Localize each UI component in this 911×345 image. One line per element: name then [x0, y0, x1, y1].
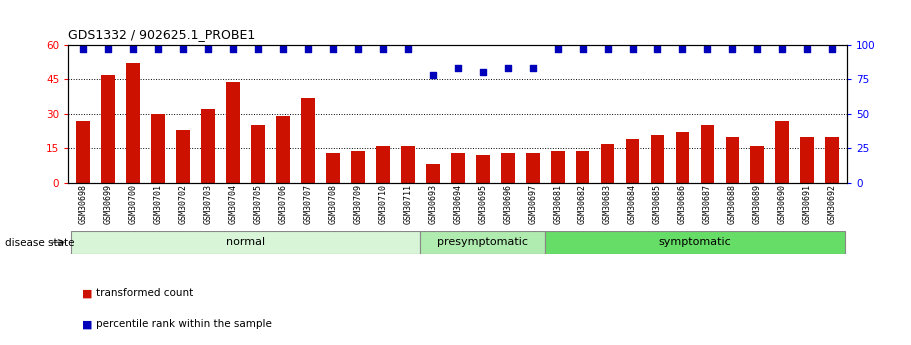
- Bar: [326, 153, 340, 183]
- Bar: [451, 153, 465, 183]
- Bar: [626, 139, 640, 183]
- Bar: [426, 165, 440, 183]
- Bar: [650, 135, 664, 183]
- Text: ■: ■: [82, 288, 93, 298]
- Point: [500, 65, 515, 71]
- Text: presymptomatic: presymptomatic: [437, 237, 528, 247]
- Point: [675, 47, 690, 52]
- Bar: [71, 231, 420, 254]
- Point: [375, 47, 390, 52]
- Bar: [476, 155, 489, 183]
- Point: [600, 47, 615, 52]
- Point: [450, 65, 465, 71]
- Point: [750, 47, 764, 52]
- Bar: [77, 121, 90, 183]
- Point: [625, 47, 640, 52]
- Bar: [251, 125, 265, 183]
- Bar: [751, 146, 764, 183]
- Bar: [401, 146, 415, 183]
- Point: [126, 47, 140, 52]
- Point: [325, 47, 340, 52]
- Bar: [551, 151, 565, 183]
- Text: percentile rank within the sample: percentile rank within the sample: [96, 319, 271, 329]
- Bar: [775, 121, 789, 183]
- Point: [800, 47, 814, 52]
- Bar: [226, 82, 240, 183]
- Point: [425, 72, 440, 78]
- Point: [476, 70, 490, 75]
- Bar: [600, 144, 614, 183]
- Text: normal: normal: [226, 237, 265, 247]
- Point: [151, 47, 166, 52]
- Point: [725, 47, 740, 52]
- Bar: [701, 125, 714, 183]
- Bar: [545, 231, 844, 254]
- Bar: [576, 151, 589, 183]
- Point: [825, 47, 840, 52]
- Bar: [151, 114, 165, 183]
- Point: [550, 47, 565, 52]
- Point: [276, 47, 291, 52]
- Point: [576, 47, 590, 52]
- Bar: [276, 116, 290, 183]
- Point: [251, 47, 265, 52]
- Text: GDS1332 / 902625.1_PROBE1: GDS1332 / 902625.1_PROBE1: [68, 28, 256, 41]
- Point: [526, 65, 540, 71]
- Text: transformed count: transformed count: [96, 288, 193, 298]
- Bar: [177, 130, 190, 183]
- Point: [775, 47, 790, 52]
- Point: [351, 47, 365, 52]
- Point: [200, 47, 215, 52]
- Point: [76, 47, 90, 52]
- Bar: [825, 137, 839, 183]
- Bar: [420, 231, 545, 254]
- Point: [650, 47, 665, 52]
- Bar: [526, 153, 539, 183]
- Bar: [501, 153, 515, 183]
- Bar: [201, 109, 215, 183]
- Bar: [725, 137, 739, 183]
- Point: [701, 47, 715, 52]
- Point: [226, 47, 241, 52]
- Text: disease state: disease state: [5, 238, 74, 248]
- Point: [101, 47, 116, 52]
- Point: [176, 47, 190, 52]
- Bar: [676, 132, 690, 183]
- Bar: [127, 63, 140, 183]
- Text: ■: ■: [82, 319, 93, 329]
- Bar: [801, 137, 814, 183]
- Point: [401, 47, 415, 52]
- Bar: [101, 75, 115, 183]
- Bar: [376, 146, 390, 183]
- Bar: [351, 151, 364, 183]
- Text: symptomatic: symptomatic: [659, 237, 732, 247]
- Bar: [302, 98, 315, 183]
- Point: [301, 47, 315, 52]
